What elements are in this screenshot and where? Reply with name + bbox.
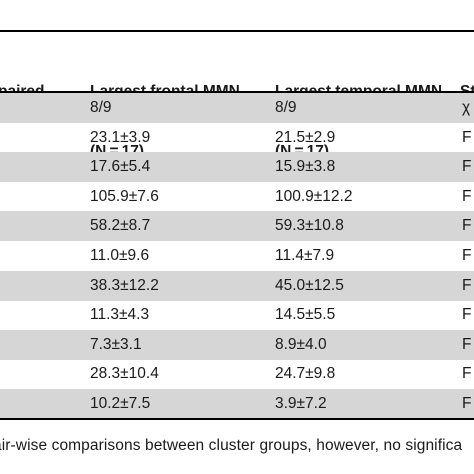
cell-statistic: F — [462, 247, 472, 264]
cell-statistic: F — [462, 336, 472, 353]
table-row: 23.1±3.9 21.5±2.9 F — [0, 123, 474, 153]
table-row: 10.2±7.5 3.9±7.2 F — [0, 389, 474, 419]
cell-temporal: 100.9±12.2 — [275, 188, 353, 205]
cell-temporal: 59.3±10.8 — [275, 217, 344, 234]
row-shading — [0, 271, 474, 301]
cell-temporal: 24.7±9.8 — [275, 365, 336, 382]
table-row: 11.3±4.3 14.5±5.5 F — [0, 300, 474, 330]
table-bottom-rule — [0, 418, 474, 420]
table-row: 105.9±7.6 100.9±12.2 F — [0, 182, 474, 212]
table-row: 38.3±12.2 45.0±12.5 F — [0, 271, 474, 301]
row-shading — [0, 330, 474, 360]
cell-statistic: χ — [462, 99, 471, 116]
cell-temporal: 45.0±12.5 — [275, 277, 344, 294]
table-footnote: air-wise comparisons between cluster gro… — [0, 437, 463, 454]
cell-statistic: F — [462, 217, 472, 234]
cell-frontal: 38.3±12.2 — [90, 277, 159, 294]
cell-frontal: 23.1±3.9 — [90, 129, 151, 146]
cell-statistic: F — [462, 306, 472, 323]
cell-statistic: F — [462, 158, 472, 175]
table-row: 28.3±10.4 24.7±9.8 F — [0, 359, 474, 389]
cell-statistic: F — [462, 129, 472, 146]
cell-frontal: 28.3±10.4 — [90, 365, 159, 382]
cell-frontal: 11.0±9.6 — [90, 247, 150, 264]
cell-statistic: F — [462, 188, 472, 205]
cell-frontal: 11.3±4.3 — [90, 306, 150, 323]
table-row: 11.0±9.6 11.4±7.9 F — [0, 241, 474, 271]
cell-frontal: 17.6±5.4 — [90, 158, 151, 175]
cell-temporal: 14.5±5.5 — [275, 306, 336, 323]
table-row: 7.3±3.1 8.9±4.0 F — [0, 330, 474, 360]
cell-temporal: 8.9±4.0 — [275, 336, 327, 353]
table-row: 58.2±8.7 59.3±10.8 F — [0, 211, 474, 241]
table-row: 17.6±5.4 15.9±3.8 F — [0, 152, 474, 182]
cell-statistic: F — [462, 395, 472, 412]
table-row: 8/9 8/9 χ — [0, 93, 474, 123]
cell-frontal: 8/9 — [90, 99, 112, 116]
row-shading — [0, 211, 474, 241]
table-header-rule — [0, 91, 474, 93]
row-shading — [0, 93, 474, 123]
row-shading — [0, 389, 474, 419]
cell-frontal: 10.2±7.5 — [90, 395, 151, 412]
table-top-rule — [0, 30, 474, 32]
cell-statistic: F — [462, 277, 472, 294]
cell-frontal: 105.9±7.6 — [90, 188, 159, 205]
cell-temporal: 21.5±2.9 — [275, 129, 336, 146]
cell-temporal: 3.9±7.2 — [275, 395, 327, 412]
row-shading — [0, 152, 474, 182]
cell-temporal: 15.9±3.8 — [275, 158, 336, 175]
cell-statistic: F — [462, 365, 472, 382]
cell-frontal: 58.2±8.7 — [90, 217, 151, 234]
cell-temporal: 11.4±7.9 — [275, 247, 335, 264]
cell-frontal: 7.3±3.1 — [90, 336, 142, 353]
cell-temporal: 8/9 — [275, 99, 297, 116]
